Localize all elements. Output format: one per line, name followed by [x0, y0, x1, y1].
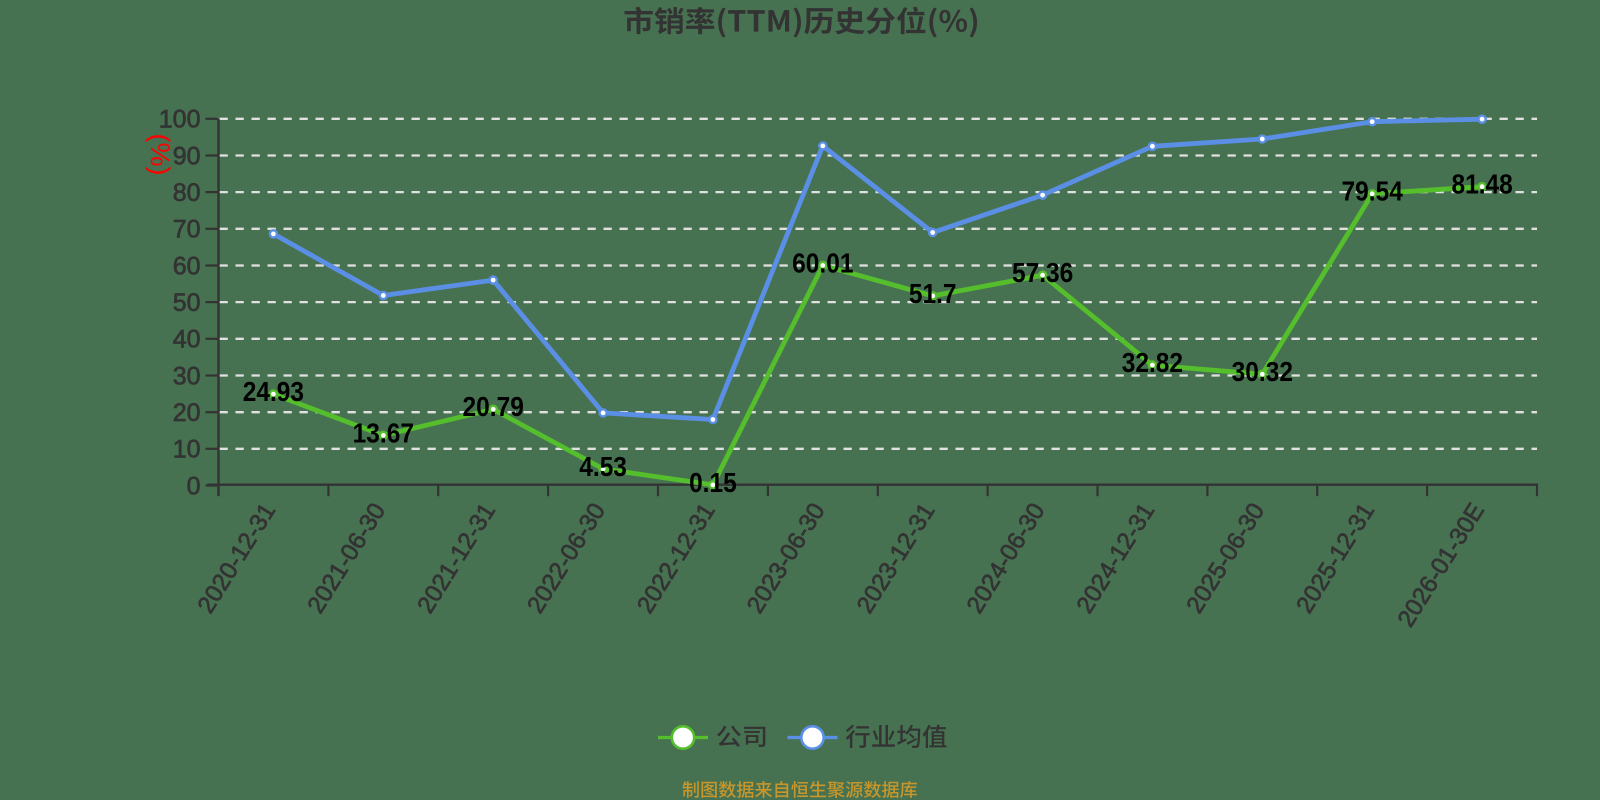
- svg-text:24.93: 24.93: [243, 375, 304, 407]
- svg-text:50: 50: [173, 289, 201, 317]
- svg-text:100: 100: [159, 106, 201, 134]
- svg-text:57.36: 57.36: [1012, 257, 1073, 289]
- svg-text:30: 30: [173, 362, 201, 390]
- svg-text:0.15: 0.15: [689, 466, 737, 498]
- svg-text:40: 40: [173, 326, 201, 354]
- svg-text:30.32: 30.32: [1232, 356, 1293, 388]
- svg-text:10: 10: [173, 436, 201, 464]
- svg-text:20.79: 20.79: [463, 391, 524, 423]
- svg-text:60.01: 60.01: [792, 247, 853, 279]
- svg-text:(%): (%): [145, 134, 175, 176]
- svg-text:4.53: 4.53: [579, 450, 627, 482]
- svg-text:80: 80: [173, 179, 201, 207]
- svg-text:60: 60: [173, 252, 201, 280]
- svg-text:51.7: 51.7: [909, 277, 957, 309]
- svg-text:0: 0: [187, 472, 201, 500]
- svg-text:70: 70: [173, 216, 201, 244]
- svg-text:32.82: 32.82: [1122, 346, 1183, 378]
- svg-text:81.48: 81.48: [1451, 168, 1512, 200]
- svg-text:79.54: 79.54: [1342, 175, 1404, 207]
- svg-text:20: 20: [173, 399, 201, 427]
- svg-text:13.67: 13.67: [353, 417, 414, 449]
- svg-text:90: 90: [173, 142, 201, 170]
